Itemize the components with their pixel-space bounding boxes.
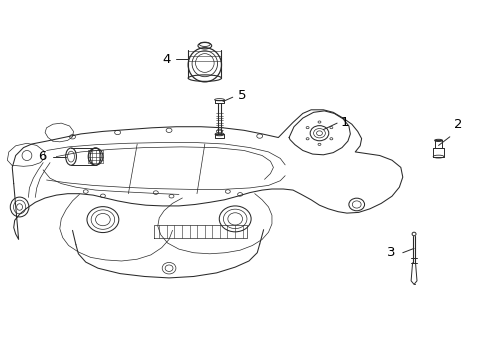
Text: 5: 5	[238, 89, 246, 102]
Text: 2: 2	[454, 118, 462, 131]
Text: 6: 6	[38, 150, 47, 163]
Text: 4: 4	[162, 53, 171, 66]
Text: 1: 1	[341, 116, 349, 129]
Text: 3: 3	[388, 246, 396, 259]
